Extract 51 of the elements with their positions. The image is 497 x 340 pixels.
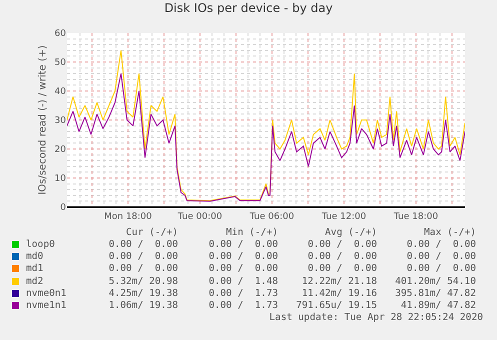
text: Last update: Tue Apr 28 22:05:24 2020 <box>269 312 483 324</box>
text: 0.00 / 0.00 <box>308 251 377 262</box>
x-tick-label: Tue 06:00 <box>248 212 294 222</box>
text: 0.00 / 1.73 <box>208 300 278 311</box>
text: 0.00 / 0.00 <box>208 251 278 262</box>
text: 1.06m/ 19.38 <box>108 300 178 311</box>
x-tick-label: Tue 18:00 <box>392 212 438 222</box>
text: Max (-/+) <box>424 227 476 238</box>
y-tick-label: 30 <box>54 116 66 126</box>
x-tick-label: Mon 18:00 <box>104 212 152 222</box>
x-tick-label: Tue 12:00 <box>320 212 366 222</box>
text: Cur (-/+) <box>126 227 178 238</box>
y-axis-title: IOs/second read (-) / write (+) <box>38 45 49 195</box>
text: 12.22m/ 21.18 <box>302 276 377 287</box>
text: 5.32m/ 20.98 <box>108 276 178 287</box>
text: Avg (-/+) <box>325 227 377 238</box>
text: 41.89m/ 47.82 <box>400 300 476 311</box>
x-tick-label: Tue 00:00 <box>176 212 222 222</box>
y-tick-label: 10 <box>54 174 66 184</box>
text: 0.00 / 1.73 <box>208 288 278 299</box>
text: 0.00 / 0.00 <box>108 251 178 262</box>
line-series <box>67 73 465 202</box>
text: 0.00 / 0.00 <box>308 263 377 274</box>
text: 0.00 / 0.00 <box>406 239 476 250</box>
text: 0.00 / 0.00 <box>208 263 278 274</box>
text: 4.25m/ 19.38 <box>108 288 178 299</box>
y-tick-label: 60 <box>54 29 66 40</box>
text: 0.00 / 0.00 <box>108 263 178 274</box>
text: 791.65u/ 19.15 <box>296 300 377 311</box>
legend-label: nvme1n1 <box>26 300 66 311</box>
legend-label: md1 <box>26 263 44 274</box>
y-tick-label: 40 <box>54 87 66 98</box>
text: 0.00 / 0.00 <box>406 251 476 262</box>
chart-title: Disk IOs per device - by day <box>164 0 333 15</box>
line-series <box>67 50 465 202</box>
text: 0.00 / 0.00 <box>208 239 278 250</box>
text: 11.42m/ 19.16 <box>302 288 377 299</box>
legend-label: md0 <box>26 251 44 262</box>
text: 0.00 / 0.00 <box>308 239 377 250</box>
text: 395.81m/ 47.82 <box>395 288 476 299</box>
text: Min (-/+) <box>226 227 278 238</box>
legend-label: md2 <box>26 276 44 287</box>
legend-label: loop0 <box>26 239 55 250</box>
text: 0.00 / 1.48 <box>208 276 278 287</box>
legend-label: nvme0n1 <box>26 288 66 299</box>
text: 401.20m/ 54.10 <box>395 276 476 287</box>
text: 0.00 / 0.00 <box>406 263 476 274</box>
y-tick-label: 50 <box>54 58 66 68</box>
y-tick-label: 20 <box>54 145 66 156</box>
y-tick-label: 0 <box>60 203 66 214</box>
text: 0.00 / 0.00 <box>108 239 178 250</box>
